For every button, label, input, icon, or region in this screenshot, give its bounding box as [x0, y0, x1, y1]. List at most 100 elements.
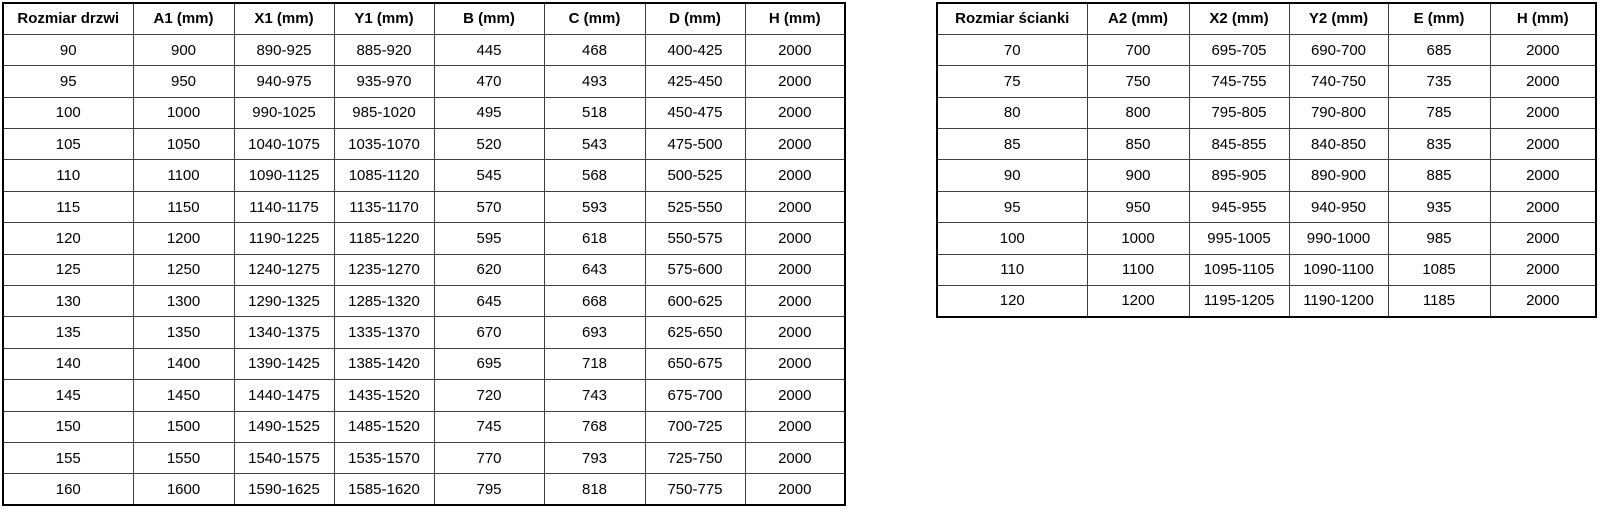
table-cell: 475-500 — [644, 128, 746, 161]
table-cell: 2000 — [1489, 128, 1597, 161]
column-header: C (mm) — [543, 2, 646, 35]
table-cell: 935 — [1387, 190, 1491, 224]
table-cell: 1435-1520 — [333, 379, 435, 412]
table-cell: 470 — [433, 65, 545, 98]
table-cell: 525-550 — [644, 190, 746, 224]
table-cell: 500-525 — [644, 159, 746, 192]
table-row: 105 1050 1040-1075 1035-1070 520 543 475-500 20… — [2, 128, 846, 161]
table-cell: 1400 — [132, 347, 235, 381]
table-cell: 693 — [543, 316, 646, 349]
table-cell: 1440-1475 — [233, 379, 335, 412]
table-cell: 150 — [2, 410, 134, 443]
table-cell: 895-905 — [1188, 159, 1290, 192]
table-cell: 900 — [1086, 159, 1190, 192]
table-cell: 718 — [543, 347, 646, 381]
table-cell: 890-925 — [233, 33, 335, 67]
table-cell: 840-850 — [1288, 128, 1389, 161]
table-cell: 570 — [433, 190, 545, 224]
table-row: 145 1450 1440-1475 1435-1520 720 743 675-700 20… — [2, 379, 846, 412]
table-cell: 1390-1425 — [233, 347, 335, 381]
table-cell: 2000 — [744, 65, 846, 98]
table-cell: 1185 — [1387, 285, 1491, 318]
table-cell: 85 — [936, 128, 1088, 161]
table-cell: 1450 — [132, 379, 235, 412]
table-cell: 468 — [543, 33, 646, 67]
table-cell: 495 — [433, 96, 545, 130]
table-cell: 890-900 — [1288, 159, 1389, 192]
table-row: 100 1000 995-1005 990-1000 985 2000 — [936, 222, 1597, 255]
table-cell: 1140-1175 — [233, 190, 335, 224]
table-cell: 445 — [433, 33, 545, 67]
table-cell: 520 — [433, 128, 545, 161]
table-cell: 1195-1205 — [1188, 285, 1290, 318]
column-header: B (mm) — [433, 2, 545, 35]
table-cell: 940-975 — [233, 65, 335, 98]
table-cell: 900 — [132, 33, 235, 67]
table-cell: 400-425 — [644, 33, 746, 67]
table-row: 160 1600 1590-1625 1585-1620 795 818 750-775 20… — [2, 473, 846, 506]
table-cell: 2000 — [744, 128, 846, 161]
table-cell: 545 — [433, 159, 545, 192]
table-cell: 1240-1275 — [233, 253, 335, 287]
table-cell: 1590-1625 — [233, 473, 335, 506]
table-cell: 2000 — [744, 473, 846, 506]
table-cell: 700 — [1086, 33, 1190, 67]
column-header: X2 (mm) — [1188, 2, 1290, 35]
table-row: 100 1000 990-1025 985-1020 495 518 450-475 2000 — [2, 96, 846, 130]
table-cell: 140 — [2, 347, 134, 381]
table-cell: 850 — [1086, 128, 1190, 161]
table-cell: 2000 — [1489, 96, 1597, 130]
table-cell: 2000 — [744, 316, 846, 349]
table-cell: 1000 — [132, 96, 235, 130]
table-cell: 1050 — [132, 128, 235, 161]
table-cell: 115 — [2, 190, 134, 224]
table-cell: 793 — [543, 441, 646, 475]
table-cell: 145 — [2, 379, 134, 412]
table-cell: 695 — [433, 347, 545, 381]
table-cell: 668 — [543, 285, 646, 318]
table-cell: 885 — [1387, 159, 1491, 192]
table-cell: 100 — [936, 222, 1088, 255]
table-cell: 645 — [433, 285, 545, 318]
wall-size-table: Rozmiar ścianki A2 (mm) X2 (mm) Y2 (mm) E (m… — [936, 2, 1597, 318]
table-cell: 835 — [1387, 128, 1491, 161]
table-cell: 90 — [936, 159, 1088, 192]
table-cell: 643 — [543, 253, 646, 287]
table-cell: 770 — [433, 441, 545, 475]
table-cell: 768 — [543, 410, 646, 443]
table-row: 130 1300 1290-1325 1285-1320 645 668 600-625 20… — [2, 285, 846, 318]
table-cell: 2000 — [744, 379, 846, 412]
table-cell: 795-805 — [1188, 96, 1290, 130]
table-cell: 160 — [2, 473, 134, 506]
table-cell: 543 — [543, 128, 646, 161]
table-row: 140 1400 1390-1425 1385-1420 695 718 650-675 20… — [2, 347, 846, 381]
table-cell: 2000 — [744, 441, 846, 475]
column-header: Y1 (mm) — [333, 2, 435, 35]
column-header: X1 (mm) — [233, 2, 335, 35]
table-cell: 625-650 — [644, 316, 746, 349]
table-cell: 985-1020 — [333, 96, 435, 130]
table-cell: 675-700 — [644, 379, 746, 412]
table-cell: 725-750 — [644, 441, 746, 475]
table-cell: 795 — [433, 473, 545, 506]
table-cell: 618 — [543, 222, 646, 255]
table-row: 90 900 890-925 885-920 445 468 400-425 2000 — [2, 33, 846, 67]
table-cell: 1190-1200 — [1288, 285, 1389, 318]
table-row: 85 850 845-855 840-850 835 2000 — [936, 128, 1597, 161]
table-cell: 120 — [2, 222, 134, 255]
table-cell: 800 — [1086, 96, 1190, 130]
table-cell: 2000 — [1489, 65, 1597, 98]
table-cell: 90 — [2, 33, 134, 67]
table-cell: 695-705 — [1188, 33, 1290, 67]
table-cell: 1600 — [132, 473, 235, 506]
column-header: Rozmiar ścianki — [936, 2, 1088, 35]
table-cell: 1340-1375 — [233, 316, 335, 349]
table-cell: 2000 — [744, 222, 846, 255]
table-cell: 1000 — [1086, 222, 1190, 255]
table-cell: 595 — [433, 222, 545, 255]
table-cell: 105 — [2, 128, 134, 161]
table-cell: 1085-1120 — [333, 159, 435, 192]
table-cell: 1585-1620 — [333, 473, 435, 506]
table-cell: 1385-1420 — [333, 347, 435, 381]
